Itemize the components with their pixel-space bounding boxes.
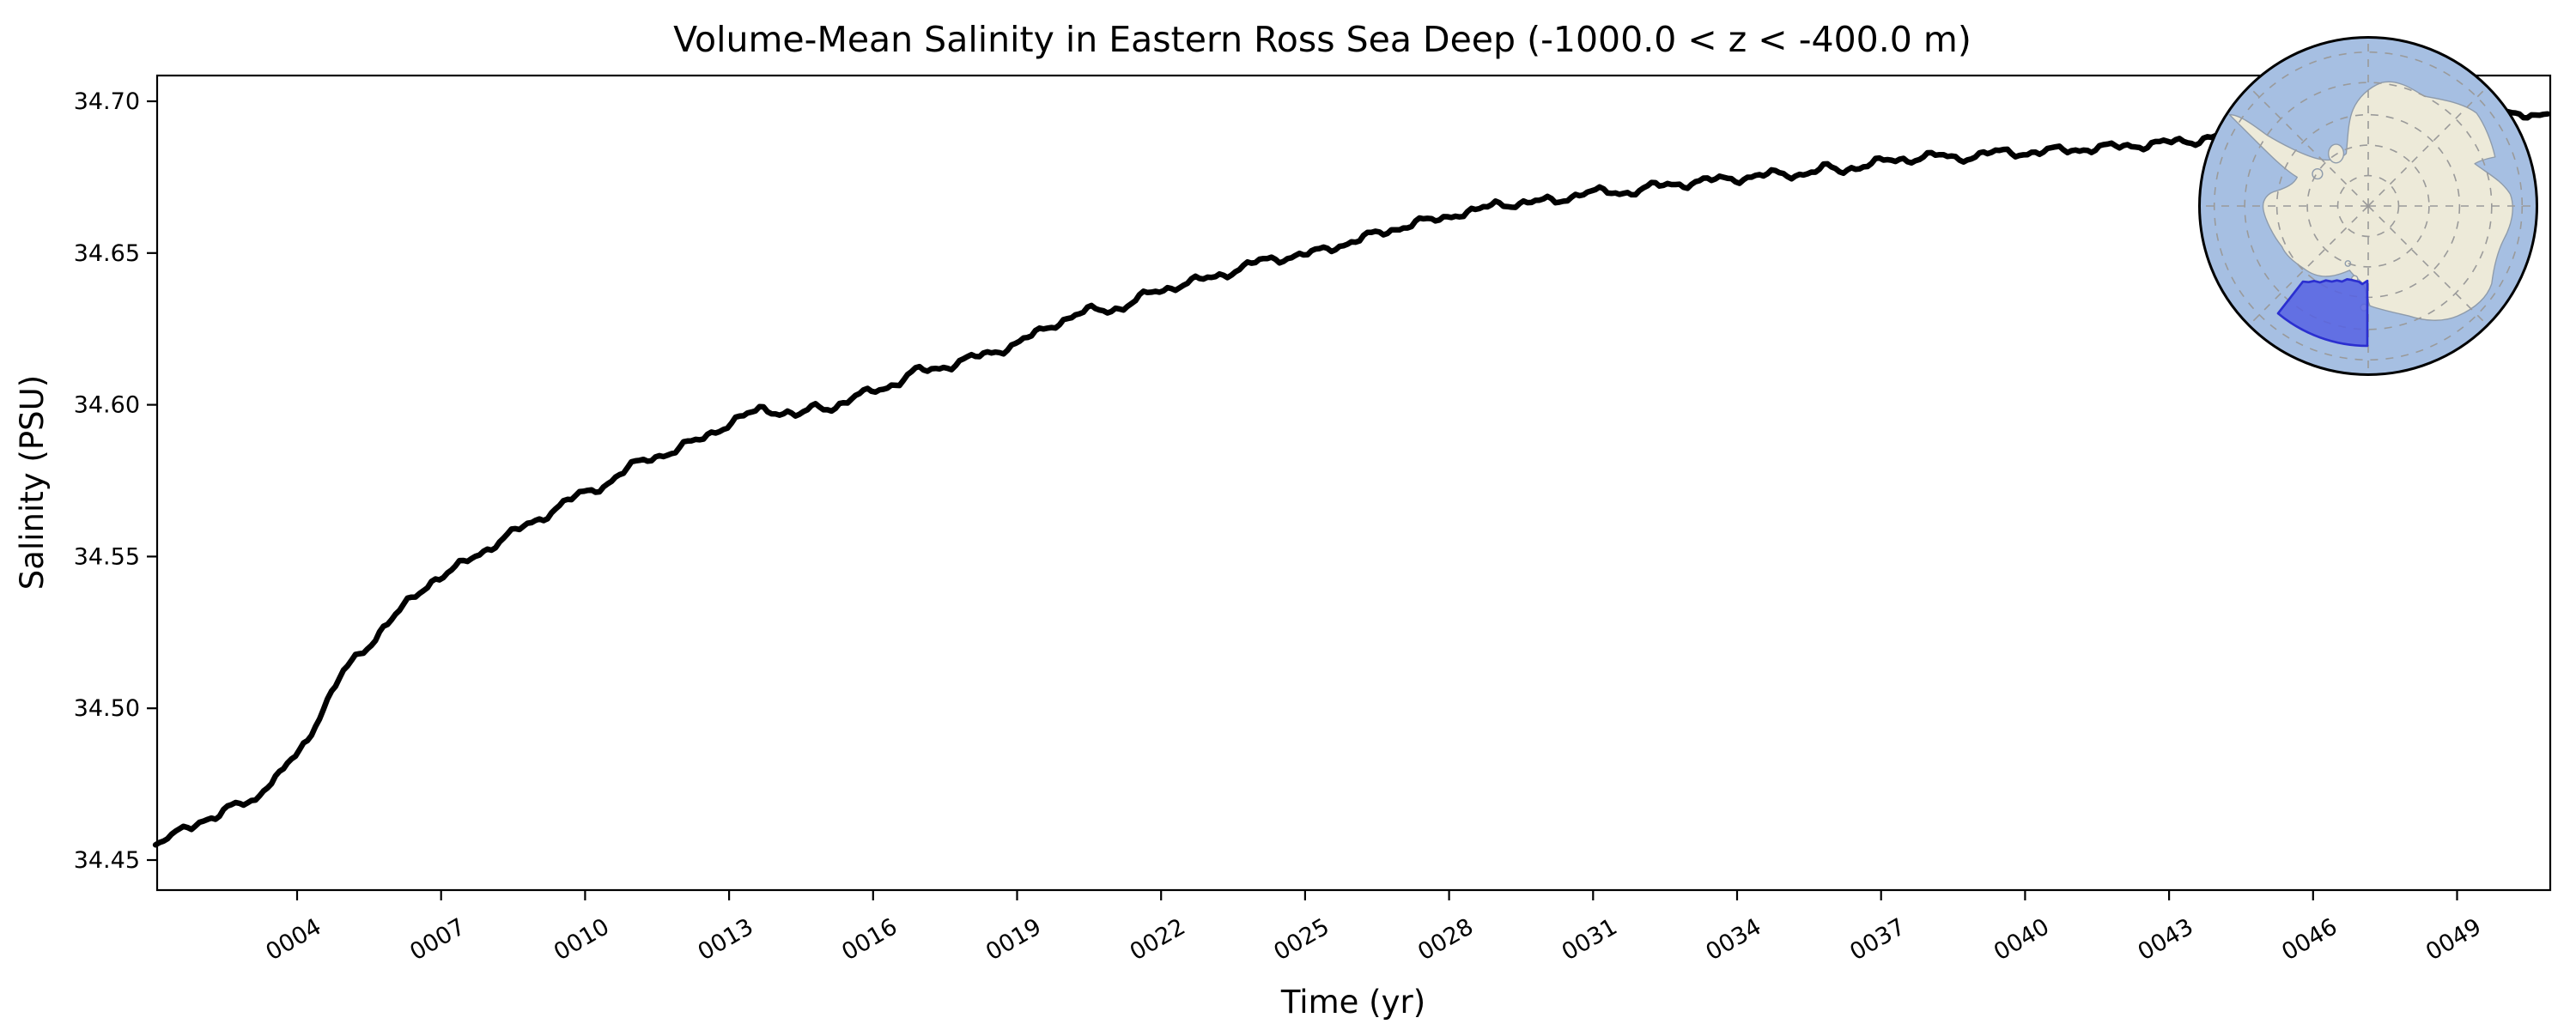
x-tick-label: 0034	[1701, 913, 1765, 966]
x-tick-label: 0025	[1269, 913, 1334, 966]
x-tick-label: 0031	[1558, 913, 1622, 966]
y-tick-label: 34.45	[74, 847, 140, 874]
x-axis-label: Time (yr)	[1280, 984, 1425, 1021]
x-tick-label: 0037	[1845, 913, 1910, 966]
inset-border	[2198, 36, 2538, 376]
x-tick-label: 0028	[1413, 913, 1478, 966]
y-tick-label: 34.55	[74, 543, 140, 570]
y-tick-label: 34.70	[74, 88, 140, 115]
x-tick-label: 0049	[2421, 913, 2486, 966]
y-tick-label: 34.60	[74, 392, 140, 419]
salinity-line	[152, 108, 2551, 848]
x-tick-label: 0004	[261, 913, 325, 966]
x-tick-label: 0007	[405, 913, 470, 966]
y-axis-label: Salinity (PSU)	[14, 375, 51, 590]
x-tick-label: 0016	[837, 913, 902, 966]
x-tick-label: 0022	[1126, 913, 1190, 966]
x-tick-label: 0046	[2277, 913, 2342, 966]
x-tick-label: 0040	[1990, 913, 2054, 966]
axes-frame	[155, 74, 2552, 892]
y-tick-label: 34.50	[74, 695, 140, 722]
x-tick-label: 0019	[981, 913, 1046, 966]
x-tick-label: 0043	[2134, 913, 2198, 966]
y-tick-label: 34.65	[74, 240, 140, 267]
y-axis: 34.45 34.50 34.55 34.60 34.65 34.70	[74, 88, 157, 874]
chart-title: Volume-Mean Salinity in Eastern Ross Sea…	[673, 19, 1971, 60]
inset-highlight-eastern-ross-sea	[2276, 277, 2369, 348]
antarctica-inset-map	[2198, 36, 2538, 376]
x-tick-label: 0013	[694, 913, 758, 966]
inset-island	[2344, 260, 2352, 267]
x-axis: 0004 0007 0010 0013 0016 0019 0022 0025 0028 0031…	[261, 890, 2486, 966]
x-tick-label: 0010	[550, 913, 614, 966]
